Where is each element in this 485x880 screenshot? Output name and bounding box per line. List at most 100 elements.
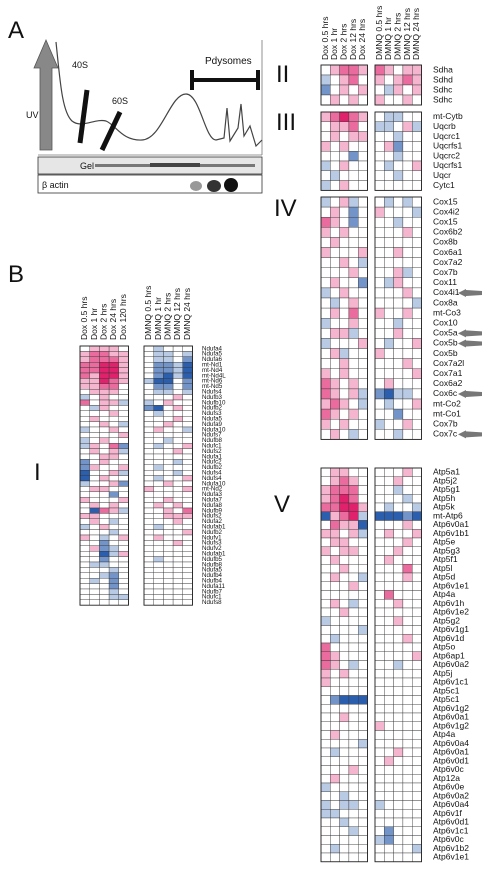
heatmap-cell [182,486,193,492]
heatmap-cell [163,437,174,444]
heatmap-cell [118,426,129,433]
heatmap-cell [348,131,359,142]
heatmap-cell [79,443,90,449]
row-label: Cox6a2 [433,378,463,388]
heatmap-cell [172,524,184,530]
row-label: Ndufb8 [202,561,223,568]
heatmap-cell [374,774,385,784]
heatmap-cell [384,267,394,279]
heatmap-cell [339,247,350,258]
heatmap-cell [89,540,100,547]
heatmap-cell [153,475,164,482]
heatmap-cell [393,206,404,218]
heatmap-cell [348,782,359,792]
heatmap-cell [339,429,350,440]
heatmap-cell [358,704,368,714]
heatmap-cell [172,345,184,352]
heatmap-cell [339,328,350,339]
heatmap-cell [384,485,394,495]
heatmap-cell [348,398,359,410]
heatmap-cell [118,383,129,390]
heatmap-cell [374,257,385,268]
heatmap-cell [320,564,331,574]
heatmap-cell [99,399,110,406]
heatmap-cell [99,416,110,422]
heatmap-cell [339,408,350,420]
heatmap-cell [89,378,100,384]
heatmap-cell [89,599,100,606]
heatmap-cell [412,721,422,731]
heatmap-cell [320,419,331,430]
heatmap-cell [118,567,129,574]
heatmap-cell [99,459,110,465]
heatmap-cell [143,448,154,455]
heatmap-cell [330,368,340,380]
heatmap-cell [358,730,368,740]
heatmap-cell [393,378,404,390]
heatmap-cell [374,141,385,152]
heatmap-cell [358,695,368,705]
heatmap-cell [330,467,340,477]
heatmap-cell [384,564,394,574]
heatmap-cell [358,607,368,617]
row-label: Uqcrc1 [433,131,460,141]
row-label: Atp6v1g2 [433,703,469,713]
heatmap-cell [339,277,350,289]
heatmap-cell [358,511,368,521]
heatmap-cell [330,625,340,635]
heatmap-cell [402,774,413,784]
heatmap-cell [393,844,404,854]
heatmap-cell [384,216,394,228]
heatmap-cell [79,529,90,536]
heatmap-cell [89,529,100,536]
heatmap-cell [108,362,119,368]
heatmap-cell [330,660,340,670]
heatmap-cell [348,607,359,617]
heatmap-cell [412,572,422,582]
heatmap-cell [348,669,359,679]
heatmap-cell [143,599,154,606]
heatmap-cell [153,583,164,590]
heatmap-cell [339,686,350,696]
row-label: Cox15 [433,196,458,206]
heatmap-cell [412,180,422,191]
row-label: Ndufs4 [202,470,222,477]
heatmap-cell [358,257,368,268]
heatmap-cell [99,372,110,379]
heatmap-cell [330,64,340,76]
row-label: Cox11 [433,277,457,287]
heatmap-cell [143,572,154,579]
panel-label: I [34,459,41,486]
heatmap-cell [108,410,119,417]
heatmap-cell [163,480,174,487]
row-label: Ndufc1 [202,594,222,601]
heatmap-cell [108,572,119,579]
heatmap-cell [412,328,422,339]
heatmap-cell [384,677,394,687]
heatmap-cell [330,826,340,836]
heatmap-cell [393,704,404,714]
heatmap-cell [153,356,164,363]
heatmap-cell [348,141,359,152]
heatmap-cell [384,297,394,309]
heatmap-cell [143,583,154,590]
row-label: Atp5a1 [433,467,460,477]
heatmap-cell [330,791,340,801]
arrow [458,288,482,297]
heatmap-cell [163,443,174,449]
heatmap-cell [153,416,164,422]
heatmap-cell [153,389,164,395]
heatmap-cell [412,150,422,162]
heatmap-cell [99,426,110,433]
heatmap-cell [412,485,422,495]
heatmap-cell [402,227,413,238]
heatmap-cell [374,791,385,801]
heatmap-cell [108,351,119,357]
heatmap-cell [384,476,394,486]
heatmap-cell [153,372,164,379]
heatmap-cell [182,551,193,557]
heatmap-frame [320,111,368,191]
heatmap-cell [108,561,119,568]
heatmap-cell [320,121,331,132]
heatmap-cell [330,835,340,845]
